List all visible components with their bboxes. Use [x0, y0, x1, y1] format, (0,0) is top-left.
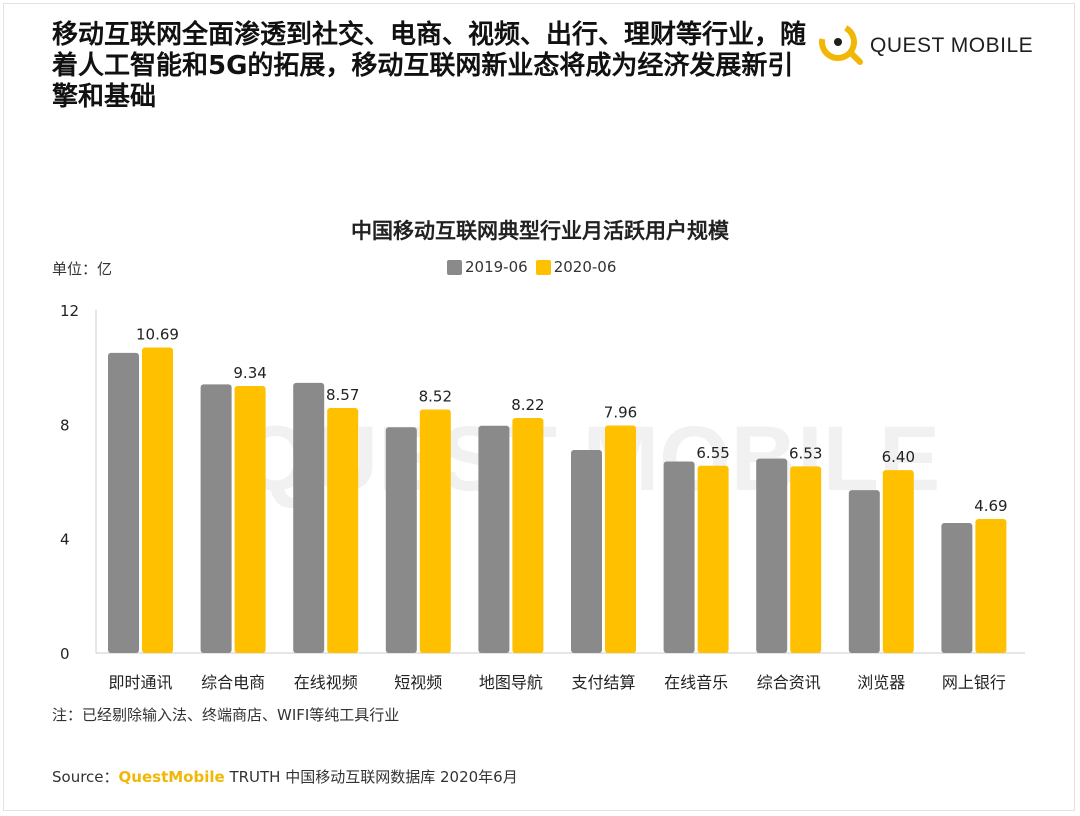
questmobile-logo: QUEST MOBILE: [812, 14, 1052, 74]
data-label: 6.40: [882, 448, 915, 466]
x-tick-label: 即时通讯: [108, 673, 172, 692]
logo-mark-icon: [819, 23, 863, 65]
bar-2019-06-9: [941, 522, 973, 653]
source-rest: TRUTH 中国移动互联网数据库 2020年6月: [224, 768, 518, 786]
chart-title: 中国移动互联网典型行业月活跃用户规模: [351, 219, 729, 243]
x-tick-label: 综合资讯: [757, 673, 821, 692]
x-tick-label: 网上银行: [942, 673, 1006, 692]
x-tick-label: 在线音乐: [664, 673, 728, 692]
data-label: 4.69: [974, 497, 1007, 515]
bars: [108, 347, 1007, 653]
legend-label-2020: 2020-06: [553, 258, 617, 276]
source-prefix: Source：: [52, 768, 119, 786]
logo-text: QUEST MOBILE: [870, 34, 1034, 57]
bar-2019-06-7: [756, 458, 788, 653]
source-brand: QuestMobile: [118, 768, 225, 786]
x-tick-label: 综合电商: [201, 673, 265, 692]
y-tick-label: 0: [60, 645, 70, 663]
y-tick-label: 8: [60, 416, 70, 434]
bar-2020-06-4: [512, 418, 544, 653]
bar-2019-06-6: [663, 461, 695, 653]
bar-2019-06-3: [385, 427, 417, 653]
data-label: 7.96: [604, 403, 637, 421]
legend: 2019-06 2020-06: [447, 258, 624, 276]
bar-2020-06-6: [697, 465, 729, 653]
legend-swatch-2020: [535, 259, 551, 275]
legend-swatch-2019: [447, 259, 462, 275]
headline: 移动互联网全面渗透到社交、电商、视频、出行、理财等行业，随着人工智能和5G的拓展…: [52, 20, 807, 112]
bar-2020-06-0: [142, 347, 173, 653]
x-tick-label: 地图导航: [479, 673, 543, 692]
bar-2020-06-9: [975, 518, 1007, 653]
data-label: 8.22: [511, 396, 544, 414]
legend-item-2020: 2020-06: [535, 258, 617, 276]
y-tick-label: 4: [60, 531, 70, 549]
legend-item-2019: 2019-06: [447, 258, 528, 276]
legend-label-2019: 2019-06: [465, 258, 528, 276]
x-tick-label: 浏览器: [857, 673, 905, 692]
data-label: 6.53: [789, 444, 822, 462]
bar-2020-06-1: [234, 386, 266, 653]
source-line: Source：QuestMobile TRUTH 中国移动互联网数据库 2020…: [52, 766, 518, 787]
bar-2019-06-5: [571, 450, 602, 653]
labels: 10.69 即时通讯 9.34 综合电商 8.57 在线视频 8.52 短视频 8.22 地图导航…: [108, 325, 1007, 692]
bar-2019-06-1: [200, 384, 232, 653]
bar-2019-06-4: [478, 425, 510, 653]
x-tick-label: 支付结算: [571, 673, 635, 692]
footnote: 注：已经剔除输入法、终端商店、WIFI等纯工具行业: [52, 706, 400, 724]
bar-2020-06-7: [790, 466, 822, 653]
data-label: 9.34: [233, 364, 266, 382]
data-label: 8.52: [419, 387, 452, 405]
bar-2020-06-3: [419, 409, 451, 653]
bar-2019-06-8: [848, 490, 880, 653]
x-tick-label: 在线视频: [294, 673, 358, 692]
data-label: 6.55: [696, 444, 729, 462]
x-tick-label: 短视频: [394, 673, 442, 692]
bar-2020-06-8: [882, 470, 914, 653]
bar-2019-06-0: [108, 352, 139, 653]
data-label: 8.57: [326, 386, 359, 404]
data-label: 10.69: [136, 325, 179, 343]
bar-2020-06-2: [327, 408, 359, 653]
y-tick-label: 12: [60, 302, 79, 320]
bar-2019-06-2: [293, 382, 325, 653]
bar-2020-06-5: [605, 425, 636, 653]
page-frame: [3, 3, 1075, 811]
unit-label: 单位：亿: [52, 260, 113, 278]
